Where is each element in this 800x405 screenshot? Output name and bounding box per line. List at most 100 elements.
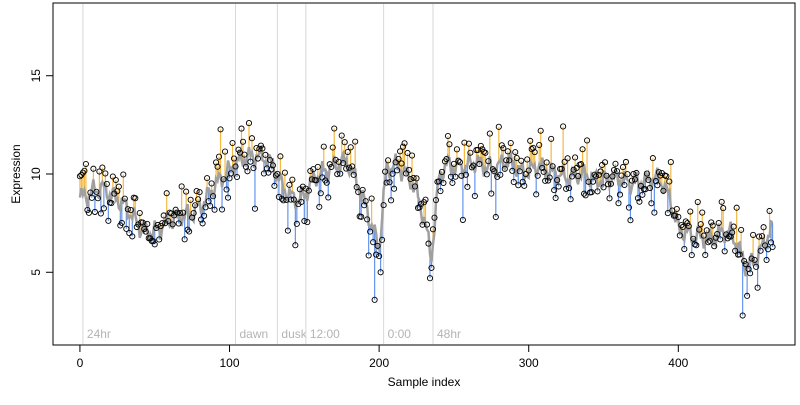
data-point: [724, 235, 731, 242]
data-point: [85, 209, 92, 216]
y-tick-label: 10: [29, 167, 43, 181]
data-point: [651, 209, 658, 216]
data-point: [278, 195, 285, 202]
data-point: [115, 183, 122, 190]
data-point: [589, 178, 597, 185]
data-point: [595, 171, 603, 178]
data-point: [569, 173, 576, 180]
data-point: [416, 204, 423, 211]
data-point: [410, 174, 417, 181]
data-point: [688, 252, 695, 259]
data-point: [97, 210, 104, 217]
data-point: [332, 156, 339, 163]
data-point: [733, 204, 740, 211]
data-point: [192, 202, 199, 209]
data-point: [325, 194, 332, 201]
data-point: [271, 182, 278, 189]
data-point: [404, 149, 411, 157]
data-point: [313, 177, 320, 184]
data-point: [102, 170, 109, 177]
data-point: [732, 247, 739, 254]
data-point: [447, 173, 454, 180]
data-point: [560, 123, 567, 130]
data-point: [769, 243, 776, 251]
data-point: [763, 256, 770, 264]
data-point: [721, 248, 728, 255]
data-point: [377, 269, 384, 276]
data-point: [539, 164, 546, 171]
data-point: [476, 160, 483, 168]
data-point: [428, 264, 435, 271]
data-point: [129, 233, 136, 240]
data-point: [581, 190, 588, 197]
data-point: [636, 198, 643, 205]
x-axis-label: Sample index: [388, 375, 461, 389]
data-point: [625, 204, 632, 211]
data-point: [379, 236, 386, 243]
data-point: [745, 265, 752, 273]
data-point: [259, 145, 266, 152]
data-point: [362, 198, 369, 205]
data-point: [195, 196, 202, 203]
data-point: [329, 144, 336, 151]
data-point: [682, 218, 689, 225]
data-point: [649, 155, 656, 162]
data-point: [552, 194, 559, 202]
data-point: [564, 155, 571, 162]
data-point: [370, 239, 377, 246]
x-tick-label: 0: [77, 356, 84, 370]
data-point: [388, 197, 395, 204]
data-point: [440, 179, 447, 187]
data-point: [368, 195, 375, 202]
data-point: [277, 153, 284, 160]
data-point: [316, 203, 323, 210]
data-point: [516, 168, 523, 175]
data-point: [338, 132, 345, 139]
data-point: [624, 171, 631, 178]
data-point: [646, 184, 653, 192]
data-point: [525, 167, 532, 174]
data-point: [634, 195, 641, 202]
data-point: [87, 189, 94, 196]
data-point: [269, 162, 276, 169]
data-point: [730, 223, 737, 230]
data-point: [214, 163, 221, 170]
data-point: [96, 168, 103, 175]
data-point: [694, 198, 701, 206]
data-point: [667, 159, 674, 166]
data-point: [759, 233, 766, 240]
data-point: [631, 176, 638, 183]
data-point: [275, 193, 282, 201]
data-point: [494, 173, 501, 180]
data-point: [747, 270, 754, 277]
data-point: [450, 160, 457, 167]
data-point: [132, 195, 139, 202]
data-point: [548, 135, 555, 142]
data-point: [241, 151, 248, 158]
data-point: [320, 143, 327, 150]
data-point: [123, 225, 130, 232]
data-point: [567, 196, 574, 203]
data-point: [349, 163, 356, 170]
data-point: [307, 167, 314, 175]
x-tick-label: 100: [220, 356, 240, 370]
data-point: [413, 175, 420, 182]
data-point: [610, 166, 618, 174]
data-point: [422, 196, 429, 203]
data-point: [531, 149, 538, 156]
data-point: [742, 261, 749, 268]
y-tick-label: 5: [29, 269, 43, 276]
data-point: [305, 187, 312, 194]
data-point: [594, 188, 601, 195]
data-point: [328, 163, 335, 171]
data-point: [265, 169, 272, 176]
data-point: [666, 178, 673, 185]
data-point: [395, 155, 402, 162]
data-point: [575, 173, 582, 180]
data-point: [417, 200, 425, 208]
data-point: [389, 170, 396, 177]
data-point: [136, 209, 143, 217]
data-point: [506, 157, 513, 164]
data-point: [464, 183, 471, 190]
